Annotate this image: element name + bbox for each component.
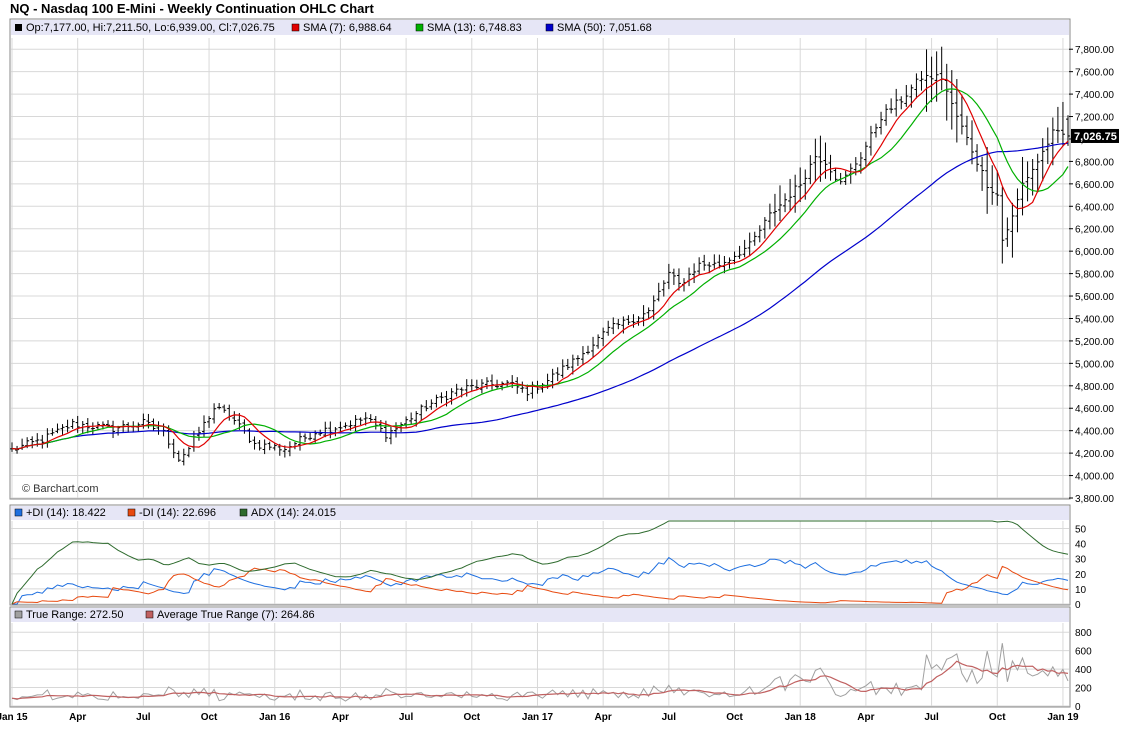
sma50-line bbox=[11, 142, 1069, 450]
x-tick-label: Jul bbox=[924, 712, 939, 723]
true-range-line bbox=[11, 643, 1069, 702]
y-tick-label: 7,400.00 bbox=[1075, 90, 1114, 101]
x-tick-label: Oct bbox=[463, 712, 480, 723]
x-tick-label: Oct bbox=[726, 712, 743, 723]
atr-line bbox=[11, 660, 1069, 700]
y-tick-label: 20 bbox=[1075, 570, 1087, 581]
mdi-line bbox=[11, 565, 1069, 605]
adx-legend-swatch bbox=[239, 508, 248, 517]
y-tick-label: 5,400.00 bbox=[1075, 314, 1114, 325]
y-tick-label: 0 bbox=[1075, 600, 1081, 611]
pdi-line bbox=[12, 556, 1069, 605]
y-tick-label: 6,600.00 bbox=[1075, 180, 1114, 191]
price-legend-bar bbox=[11, 20, 1069, 35]
x-tick-label: Jan 16 bbox=[259, 712, 291, 723]
mdi-legend-swatch bbox=[127, 508, 136, 517]
x-tick-label: Apr bbox=[332, 712, 349, 723]
y-tick-label: 4,400.00 bbox=[1075, 427, 1114, 438]
dmi-lines bbox=[11, 520, 1069, 605]
y-tick-label: 10 bbox=[1075, 585, 1087, 596]
y-tick-label: 4,000.00 bbox=[1075, 472, 1114, 483]
sma7-legend-swatch bbox=[291, 23, 300, 32]
x-tick-label: Jul bbox=[662, 712, 677, 723]
y-tick-label: 3,800.00 bbox=[1075, 494, 1114, 505]
x-tick-label: Jan 15 bbox=[0, 712, 28, 723]
y-tick-label: 800 bbox=[1075, 628, 1092, 639]
x-tick-label: Jan 17 bbox=[522, 712, 554, 723]
y-tick-label: 4,200.00 bbox=[1075, 449, 1114, 460]
y-tick-label: 5,000.00 bbox=[1075, 359, 1114, 370]
tr-legend-bar bbox=[11, 608, 1069, 622]
adx-legend-text: ADX (14): 24.015 bbox=[251, 507, 336, 519]
tr-lines bbox=[11, 643, 1069, 702]
axis-labels: Jan 15 Apr Jul Oct Jan 16 Apr Jul Oct Jan 17 Apr J… bbox=[0, 45, 1114, 723]
sma13-line bbox=[11, 88, 1069, 450]
y-tick-label: 400 bbox=[1075, 665, 1092, 676]
last-price-tag bbox=[1071, 128, 1119, 143]
pdi-legend-text: +DI (14): 18.422 bbox=[26, 507, 106, 519]
sma13-legend-text: SMA (13): 6,748.83 bbox=[427, 22, 522, 34]
x-tick-label: Apr bbox=[857, 712, 874, 723]
ohlc-legend-swatch bbox=[15, 24, 22, 31]
x-tick-label: Apr bbox=[69, 712, 86, 723]
y-tick-label: 6,400.00 bbox=[1075, 202, 1114, 213]
x-tick-label: Jan 18 bbox=[785, 712, 817, 723]
y-tick-label: 4,600.00 bbox=[1075, 404, 1114, 415]
y-tick-label: 6,200.00 bbox=[1075, 225, 1114, 236]
y-tick-label: 7,600.00 bbox=[1075, 68, 1114, 79]
x-tick-label: Apr bbox=[595, 712, 612, 723]
y-tick-label: 5,200.00 bbox=[1075, 337, 1114, 348]
atr-legend-text: Average True Range (7): 264.86 bbox=[157, 609, 315, 621]
y-tick-label: 6,000.00 bbox=[1075, 247, 1114, 258]
y-tick-label: 7,800.00 bbox=[1075, 45, 1114, 56]
dmi-legend-bar bbox=[11, 506, 1069, 520]
ohlc-legend-text: Op:7,177.00, Hi:7,211.50, Lo:6,939.00, C… bbox=[26, 22, 275, 34]
y-tick-label: 6,800.00 bbox=[1075, 157, 1114, 168]
y-tick-label: 5,800.00 bbox=[1075, 270, 1114, 281]
y-tick-label: 4,800.00 bbox=[1075, 382, 1114, 393]
pdi-legend-swatch bbox=[14, 508, 23, 517]
y-tick-label: 50 bbox=[1075, 525, 1087, 536]
x-tick-label: Jul bbox=[136, 712, 151, 723]
mdi-legend-text: -DI (14): 22.696 bbox=[139, 507, 216, 519]
x-tick-label: Jul bbox=[399, 712, 414, 723]
barchart-watermark: © Barchart.com bbox=[22, 483, 99, 495]
y-tick-label: 0 bbox=[1075, 702, 1081, 713]
y-tick-label: 30 bbox=[1075, 555, 1087, 566]
x-tick-label: Jan 19 bbox=[1047, 712, 1079, 723]
y-tick-label: 5,600.00 bbox=[1075, 292, 1114, 303]
price-bars bbox=[10, 46, 1070, 466]
grid-layer bbox=[11, 38, 1069, 707]
adx-line bbox=[11, 520, 1069, 605]
sma50-legend-text: SMA (50): 7,051.68 bbox=[557, 22, 652, 34]
x-tick-label: Oct bbox=[989, 712, 1006, 723]
x-tick-label: Oct bbox=[201, 712, 218, 723]
sma7-line bbox=[11, 78, 1069, 450]
sma7-legend-text: SMA (7): 6,988.64 bbox=[303, 22, 392, 34]
atr-legend-swatch bbox=[145, 610, 154, 619]
sma13-legend-swatch bbox=[415, 23, 424, 32]
last-price-label: 7,026.75 bbox=[1074, 131, 1117, 143]
y-tick-label: 200 bbox=[1075, 684, 1092, 695]
y-tick-label: 7,200.00 bbox=[1075, 113, 1114, 124]
tr-legend-swatch bbox=[14, 610, 23, 619]
chart-title: NQ - Nasdaq 100 E-Mini - Weekly Continua… bbox=[10, 1, 374, 16]
y-tick-label: 600 bbox=[1075, 647, 1092, 658]
sma-lines bbox=[11, 78, 1069, 450]
price-panel-frame bbox=[9, 18, 1071, 500]
y-tick-label: 40 bbox=[1075, 540, 1087, 551]
tr-legend-text: True Range: 272.50 bbox=[26, 609, 123, 621]
sma50-legend-swatch bbox=[545, 23, 554, 32]
